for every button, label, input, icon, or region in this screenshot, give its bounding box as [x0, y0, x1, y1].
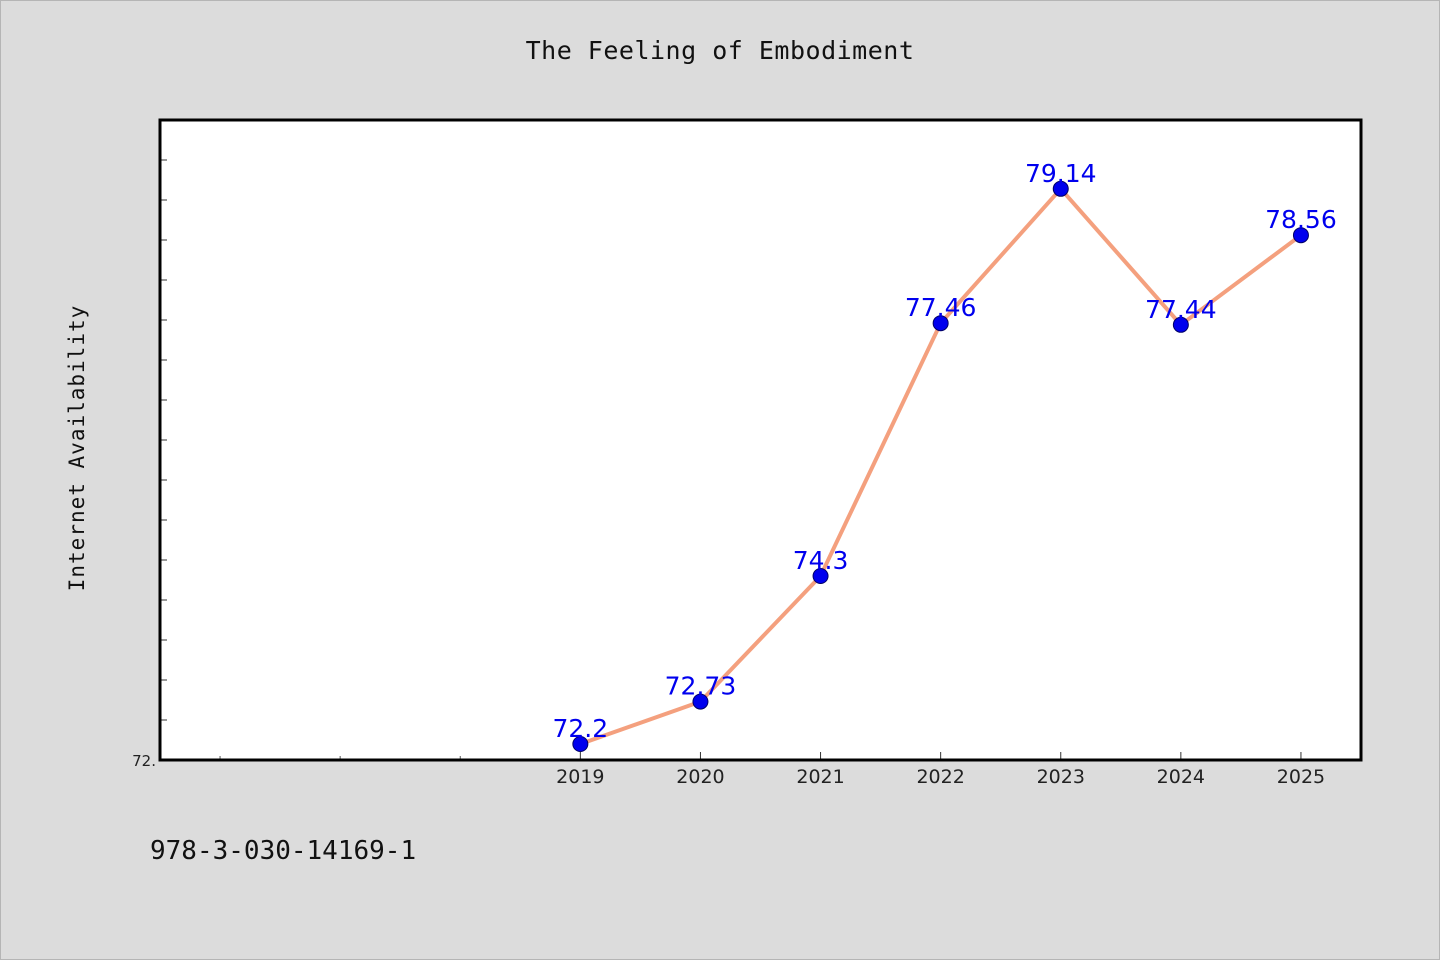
data-point	[572, 736, 589, 752]
data-label: 77.46	[905, 293, 977, 322]
x-tick-label: 2020	[676, 766, 724, 788]
x-tick-label: 2021	[796, 766, 844, 788]
data-point	[1292, 227, 1309, 244]
data-label: 72.2	[553, 714, 609, 743]
y-tick-label: 72.	[132, 752, 156, 770]
data-point	[1172, 316, 1189, 333]
plot-area	[160, 120, 1361, 760]
data-label: 78.56	[1265, 205, 1337, 234]
x-tick-label: 2025	[1277, 766, 1325, 788]
data-point	[812, 568, 829, 584]
x-tick-label: 2022	[916, 766, 964, 788]
data-point	[1052, 180, 1069, 197]
data-label: 72.73	[665, 672, 737, 701]
data-label: 77.44	[1145, 295, 1217, 324]
data-point	[692, 693, 709, 710]
data-label: 74.3	[793, 546, 849, 575]
x-tick-label: 2023	[1037, 766, 1085, 788]
data-point	[932, 315, 949, 332]
isbn-text: 978-3-030-14169-1	[150, 836, 417, 866]
chart-title: The Feeling of Embodiment	[525, 36, 915, 65]
data-label: 79.14	[1025, 159, 1097, 188]
x-tick-label: 2019	[556, 766, 604, 788]
x-tick-label: 2024	[1157, 766, 1205, 788]
plot-border	[158, 118, 1363, 762]
